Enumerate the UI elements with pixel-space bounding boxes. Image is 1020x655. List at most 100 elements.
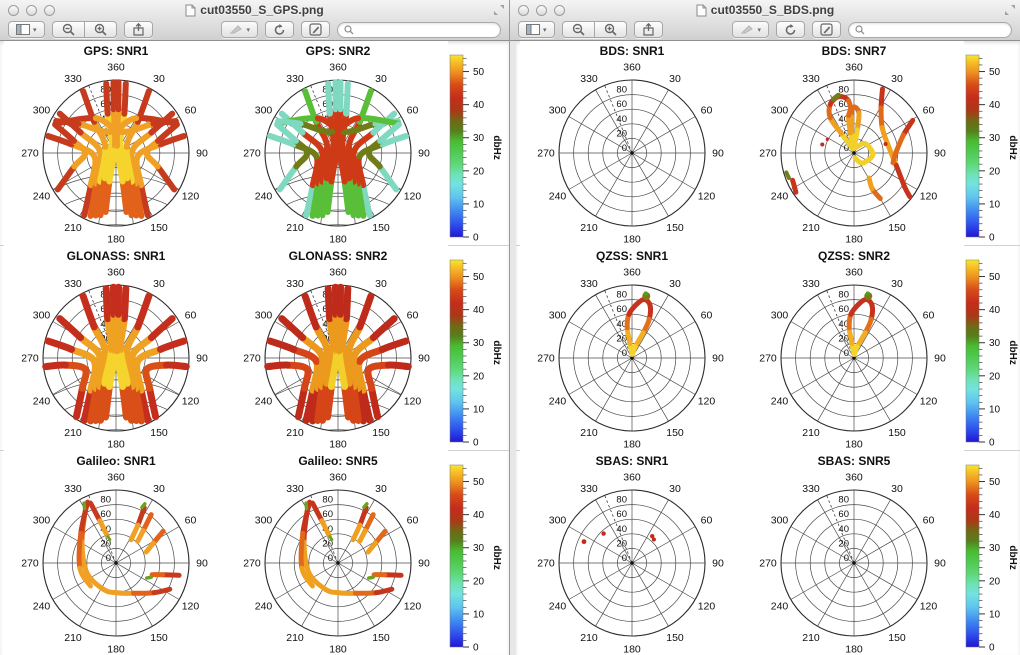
elevation-tick-label: 0	[622, 348, 627, 359]
window-title-area: cut03550_S_BDS.png	[510, 0, 1020, 17]
figure-row-2: Galileo: SNR1 360 30 60 90 120 150 180 210 240 270…	[0, 451, 509, 655]
elevation-tick-label: 0	[328, 553, 333, 564]
search-field[interactable]	[848, 21, 1012, 38]
colorbar-tick-label: 10	[989, 404, 1001, 415]
elevation-tick-label: 0	[844, 553, 849, 564]
azimuth-tick-label: 270	[21, 353, 39, 365]
rotate-left-button[interactable]	[776, 21, 805, 38]
azimuth-tick-label: 240	[255, 191, 273, 203]
azimuth-tick-label: 30	[153, 483, 165, 495]
preview-window-gps: cut03550_S_GPS.png ▾	[0, 0, 510, 655]
colorbar-tick-label: 20	[473, 371, 485, 382]
colorbar-axis-label: dbHz	[1007, 545, 1018, 569]
fullscreen-icon[interactable]	[1004, 4, 1016, 16]
colorbar-tick-label: 50	[473, 272, 485, 283]
markup-button[interactable]	[812, 21, 841, 38]
elevation-tick-label: 60	[838, 99, 849, 110]
share-icon	[642, 23, 654, 36]
azimuth-tick-label: 30	[375, 483, 387, 495]
sidebar-button[interactable]: ▾	[518, 21, 555, 38]
azimuth-tick-label: 120	[698, 396, 716, 408]
azimuth-tick-label: 360	[623, 472, 641, 484]
marker-button[interactable]: ▾	[732, 21, 769, 38]
azimuth-tick-label: 120	[182, 601, 200, 613]
rotate-left-button[interactable]	[265, 21, 294, 38]
colorbar-dbhz: 0 10 20 30 40 50 dbHz	[449, 54, 502, 244]
titlebar[interactable]: cut03550_S_BDS.png	[510, 0, 1020, 19]
rotate-left-icon	[274, 24, 285, 35]
azimuth-tick-label: 60	[407, 515, 419, 527]
azimuth-tick-label: 240	[771, 601, 789, 613]
azimuth-tick-label: 180	[107, 644, 125, 655]
close-button[interactable]	[518, 5, 529, 16]
azimuth-tick-label: 300	[33, 105, 51, 117]
azimuth-tick-label: 90	[934, 558, 946, 570]
elevation-tick-label: 80	[838, 290, 849, 301]
azimuth-tick-label: 300	[255, 105, 273, 117]
colorbar-tick-label: 30	[989, 133, 1001, 144]
chevron-down-icon: ▾	[757, 26, 761, 34]
marker-button[interactable]: ▾	[221, 21, 258, 38]
azimuth-tick-label: 240	[33, 191, 51, 203]
azimuth-tick-label: 120	[404, 601, 422, 613]
minimize-button[interactable]	[26, 5, 37, 16]
titlebar[interactable]: cut03550_S_GPS.png	[0, 0, 509, 19]
elevation-tick-label: 20	[616, 128, 627, 139]
azimuth-tick-label: 120	[920, 396, 938, 408]
azimuth-tick-label: 300	[549, 515, 567, 527]
azimuth-tick-label: 330	[580, 278, 598, 290]
azimuth-tick-label: 30	[891, 483, 903, 495]
azimuth-tick-label: 120	[698, 191, 716, 203]
rotate-left-icon	[785, 24, 796, 35]
colorbar-tick-label: 0	[989, 233, 995, 244]
zoom-in-button[interactable]	[84, 21, 117, 38]
search-input[interactable]	[869, 22, 1005, 37]
azimuth-tick-label: 180	[329, 644, 347, 655]
colorbar-tick-label: 20	[989, 576, 1001, 587]
elevation-tick-label: 40	[838, 114, 849, 125]
chevron-down-icon: ▾	[543, 26, 547, 34]
share-button[interactable]	[633, 21, 663, 38]
azimuth-tick-label: 150	[666, 427, 684, 439]
azimuth-tick-label: 330	[64, 483, 82, 495]
azimuth-tick-label: 90	[934, 353, 946, 365]
zoom-button[interactable]	[554, 5, 565, 16]
minimize-button[interactable]	[536, 5, 547, 16]
plot-title: GLONASS: SNR2	[289, 249, 388, 263]
azimuth-tick-label: 60	[701, 310, 713, 322]
fullscreen-icon[interactable]	[493, 4, 505, 16]
azimuth-tick-label: 240	[255, 396, 273, 408]
azimuth-tick-label: 180	[845, 644, 863, 655]
azimuth-tick-label: 30	[669, 73, 681, 85]
zoom-button[interactable]	[44, 5, 55, 16]
figure-row-2: SBAS: SNR1 360 30 60 90 120 150 180 210 240 270 300…	[516, 451, 1020, 655]
document-icon	[185, 4, 196, 16]
zoom-out-button[interactable]	[51, 21, 85, 38]
toolbar: ▾ ▾	[510, 19, 1020, 40]
share-button[interactable]	[123, 21, 153, 38]
skyplot-gps-snr1: GPS: SNR1 360 30 60 90 120 150 180 210 240 270 300 3…	[4, 41, 226, 246]
azimuth-tick-label: 330	[802, 73, 820, 85]
window-controls	[518, 5, 565, 16]
azimuth-tick-label: 300	[255, 515, 273, 527]
zoom-in-button[interactable]	[594, 21, 627, 38]
azimuth-tick-label: 180	[845, 439, 863, 451]
search-field[interactable]	[337, 21, 501, 38]
image-content-gps: GPS: SNR1 360 30 60 90 120 150 180 210 240 270 300 3…	[0, 41, 509, 655]
colorbar-tick-label: 50	[989, 272, 1001, 283]
azimuth-tick-label: 300	[549, 105, 567, 117]
zoom-out-icon	[62, 23, 75, 36]
window-title-area: cut03550_S_GPS.png	[0, 0, 509, 17]
zoom-out-button[interactable]	[561, 21, 595, 38]
azimuth-tick-label: 210	[286, 222, 304, 234]
elevation-tick-label: 60	[838, 304, 849, 315]
azimuth-tick-label: 60	[185, 105, 197, 117]
elevation-tick-label: 0	[844, 348, 849, 359]
markup-button[interactable]	[301, 21, 330, 38]
azimuth-tick-label: 150	[888, 632, 906, 644]
sidebar-button[interactable]: ▾	[8, 21, 45, 38]
search-input[interactable]	[358, 22, 494, 37]
colorbar-tick-label: 40	[473, 305, 485, 316]
close-button[interactable]	[8, 5, 19, 16]
chevron-down-icon: ▾	[246, 26, 250, 34]
